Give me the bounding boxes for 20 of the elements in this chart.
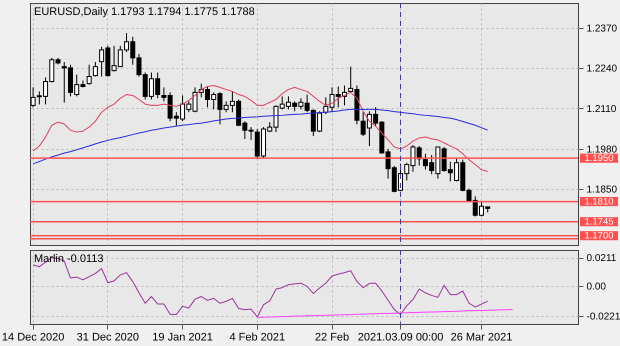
x-tick-label: 26 Mar 2021 — [450, 332, 512, 344]
x-tick-label: 4 Feb 2021 — [229, 332, 286, 344]
y-tick-label: 0.00 — [586, 281, 606, 292]
ref-line-label: 1.1745 — [584, 216, 614, 228]
y-tick-label: 1.2370 — [586, 23, 618, 34]
y-tick-label: 1.1850 — [586, 184, 618, 196]
y-tick-label: 1.2110 — [586, 104, 617, 115]
x-tick-label: 14 Dec 2020 — [2, 332, 64, 344]
ref-line-label: 1.1810 — [584, 196, 614, 208]
y-tick-label: -0.0221 — [586, 311, 620, 322]
x-tick-label: 22 Feb — [314, 332, 350, 344]
ref-line-label: 1.1950 — [584, 153, 614, 164]
x-tick-label: 2021.03.09 00:00 — [358, 332, 444, 344]
x-tick-label: 31 Dec 2020 — [76, 332, 140, 344]
ref-line-label: 1.1700 — [584, 230, 614, 242]
chart-title: EURUSD,Daily 1.1793 1.1794 1.1775 1.1788 — [34, 6, 255, 18]
y-tick-label: 1.1980 — [586, 144, 618, 156]
x-tick-label: 19 Jan 2021 — [152, 332, 213, 344]
y-tick-label: 1.2240 — [586, 64, 618, 75]
y-tick-label: 0.0211 — [586, 253, 617, 264]
